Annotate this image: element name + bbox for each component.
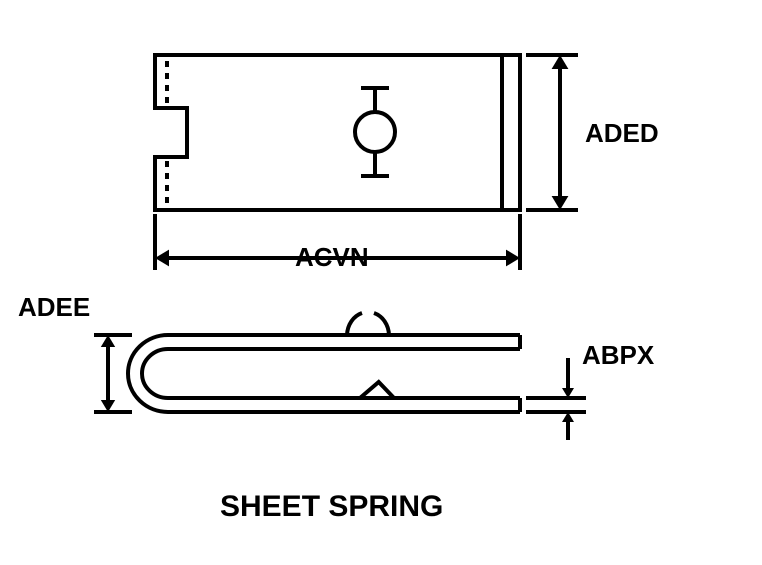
diagram-svg (0, 0, 762, 565)
diagram-title: SHEET SPRING (220, 490, 443, 524)
label-abpx: ABPX (582, 340, 654, 371)
label-acvn: ACVN (295, 242, 369, 273)
diagram-canvas: ADED ACVN ADEE ABPX SHEET SPRING (0, 0, 762, 565)
label-aded: ADED (585, 118, 659, 149)
label-adee: ADEE (18, 292, 90, 323)
